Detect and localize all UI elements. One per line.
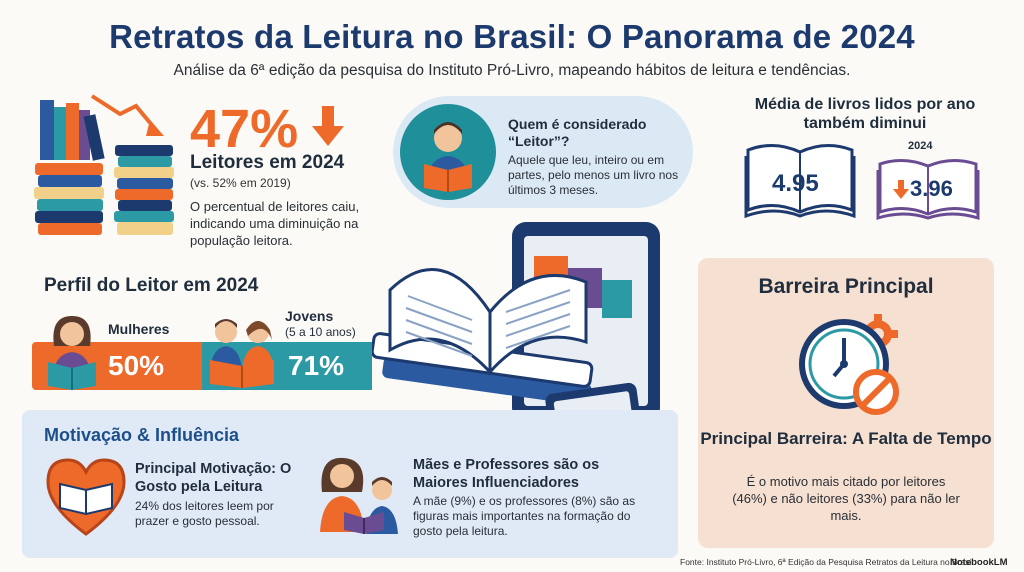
page-title: Retratos da Leitura no Brasil: O Panoram… (109, 18, 915, 55)
open-book-icon (744, 144, 856, 218)
heart-book-icon (46, 458, 126, 536)
average-books-before-value: 4.95 (772, 170, 819, 197)
woman-reading-icon (48, 316, 96, 390)
average-books-title: Média de livros lidos por ano também dim… (754, 96, 976, 132)
barrier-subtitle: Principal Barreira: A Falta de Tempo (700, 429, 992, 448)
open-book-small-icon (876, 159, 980, 221)
mother-child-reading-icon (320, 457, 398, 534)
profile-title: Perfil do Leitor em 2024 (44, 275, 259, 296)
clock-no-time-icon (799, 314, 899, 415)
brand-watermark: NotebookLM (950, 557, 1008, 568)
youth-value: 71% (288, 350, 345, 381)
page-subtitle: Análise da 6ª edição da pesquisa do Inst… (173, 62, 851, 79)
women-label: Mulheres (108, 321, 170, 337)
who-reader-title: Quem é considerado “Leitor”? (508, 116, 647, 149)
youth-age-range: (5 a 10 anos) (285, 325, 356, 339)
barrier-description: É o motivo mais citado por leitores (46%… (732, 474, 960, 523)
readers-description: O percentual de leitores caiu, indicando… (190, 199, 360, 248)
motivation-main-title: Principal Motivação: O Gosto pela Leitur… (135, 461, 292, 495)
who-reader-description: Aquele que leu, inteiro ou em partes, pe… (508, 153, 679, 197)
average-books-2024-value: 3.96 (910, 176, 953, 201)
influencers-description: A mãe (9%) e os professores (8%) são as … (413, 494, 636, 538)
motivation-title: Motivação & Influência (44, 425, 240, 445)
trend-down-arrow-icon (90, 94, 164, 136)
readers-percent: 47% (190, 99, 299, 159)
women-value: 50% (108, 350, 165, 381)
readers-label: Leitores em 2024 (190, 152, 345, 173)
motivation-main-description: 24% dos leitores leem por prazer e gosto… (135, 499, 274, 528)
barrier-title: Barreira Principal (758, 275, 934, 298)
down-arrow-icon (312, 106, 344, 146)
average-books-year: 2024 (908, 140, 933, 152)
books-tablet-illustration (372, 222, 660, 452)
kids-reading-icon (210, 319, 274, 388)
book-stack-icon (34, 100, 174, 235)
source-footer: Fonte: Instituto Pró-Livro, 6ª Edição da… (680, 557, 974, 567)
influencers-title: Mães e Professores são os Maiores Influe… (413, 457, 600, 491)
reader-avatar-icon (400, 104, 496, 200)
readers-comparison: (vs. 52% em 2019) (190, 176, 291, 190)
youth-label: Jovens (285, 308, 334, 324)
